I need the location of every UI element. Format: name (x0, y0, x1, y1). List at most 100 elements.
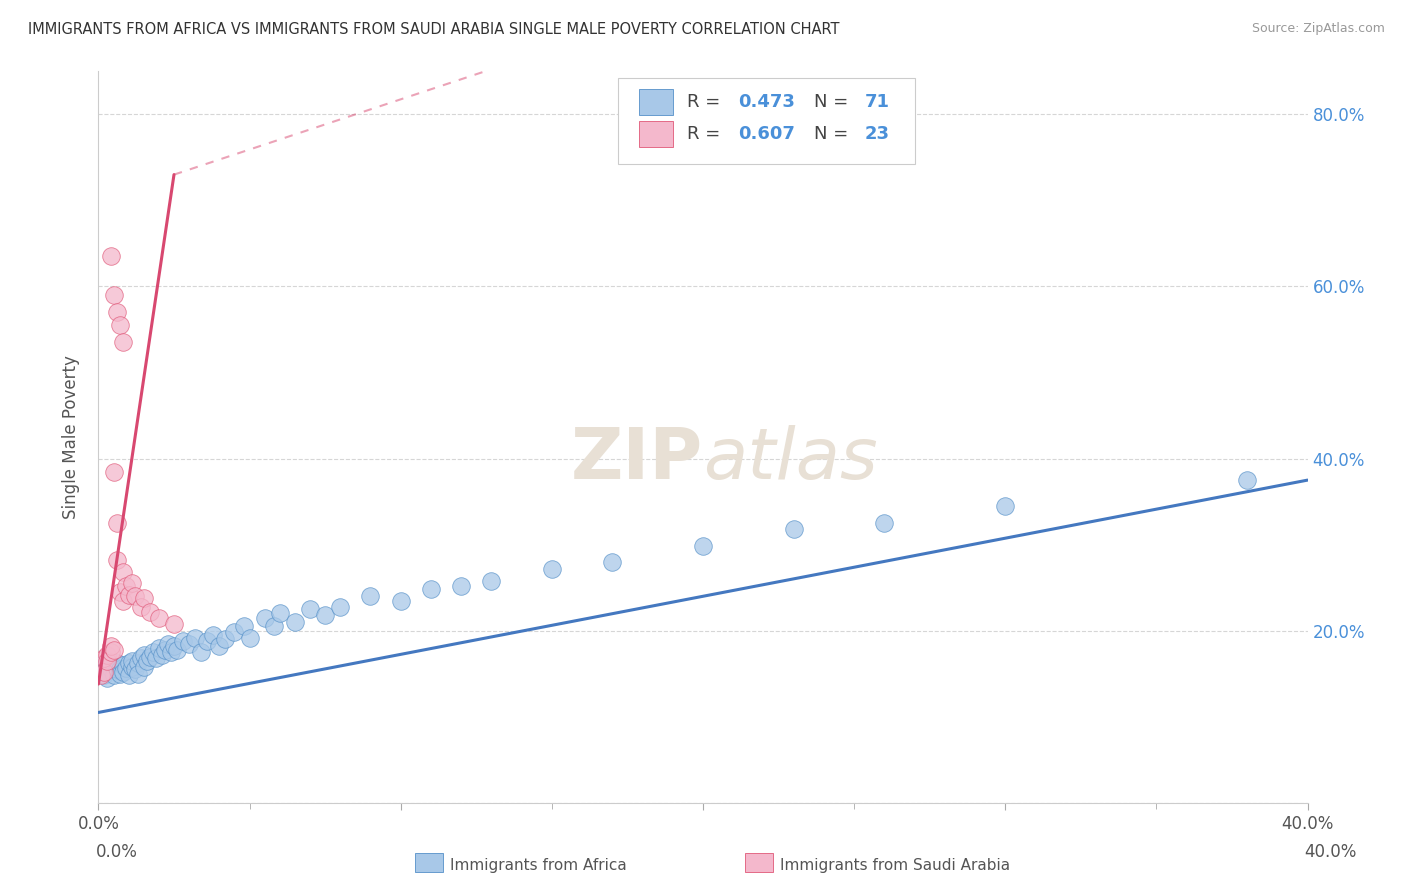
Point (108, 318, 131, 333)
Point (253, 611, 276, 625)
Point (129, 651, 152, 665)
Text: 0.473: 0.473 (738, 93, 794, 112)
Text: Immigrants from Saudi Arabia: Immigrants from Saudi Arabia (780, 858, 1011, 872)
Point (145, 651, 167, 665)
Point (103, 642, 125, 657)
Point (148, 640, 170, 655)
Point (90, 662, 112, 676)
Text: Source: ZipAtlas.com: Source: ZipAtlas.com (1251, 22, 1385, 36)
Point (184, 631, 207, 645)
Point (132, 591, 155, 605)
Point (540, 562, 562, 576)
Point (100, 662, 122, 676)
Point (108, 585, 131, 599)
Point (93, 665, 115, 679)
Point (163, 616, 186, 631)
Text: 23: 23 (865, 125, 890, 144)
Point (481, 574, 503, 588)
Text: 71: 71 (865, 93, 890, 112)
Point (100, 249, 122, 263)
Point (108, 666, 131, 681)
Point (602, 555, 624, 569)
Point (118, 588, 141, 602)
Point (100, 658, 122, 673)
Point (103, 288, 125, 302)
Point (121, 660, 143, 674)
Point (153, 642, 176, 657)
Point (195, 634, 218, 648)
FancyBboxPatch shape (619, 78, 915, 164)
Point (105, 305, 128, 319)
Point (103, 465, 125, 479)
Point (1236, 473, 1258, 487)
Point (450, 579, 472, 593)
Point (132, 660, 155, 674)
Point (329, 599, 352, 614)
Point (420, 582, 443, 597)
Point (263, 619, 285, 633)
Point (96, 654, 118, 668)
Point (214, 632, 236, 647)
FancyBboxPatch shape (638, 89, 673, 115)
Point (114, 661, 136, 675)
Point (314, 608, 336, 623)
Text: IMMIGRANTS FROM AFRICA VS IMMIGRANTS FROM SAUDI ARABIA SINGLE MALE POVERTY CORRE: IMMIGRANTS FROM AFRICA VS IMMIGRANTS FRO… (28, 22, 839, 37)
Text: N =: N = (814, 93, 855, 112)
Point (994, 499, 1017, 513)
Point (129, 599, 152, 614)
Point (224, 625, 246, 640)
Point (172, 634, 194, 648)
Point (114, 579, 136, 593)
Point (105, 657, 128, 671)
Point (90, 668, 112, 682)
Text: ZIP: ZIP (571, 425, 703, 493)
Point (118, 657, 141, 671)
Point (142, 645, 165, 659)
Y-axis label: Single Male Poverty: Single Male Poverty (62, 355, 80, 519)
Point (156, 637, 179, 651)
Text: Immigrants from Africa: Immigrants from Africa (450, 858, 627, 872)
Text: R =: R = (688, 93, 727, 112)
Point (96, 657, 118, 671)
Text: 0.0%: 0.0% (96, 843, 138, 861)
Point (139, 605, 162, 619)
Point (232, 619, 254, 633)
Point (124, 662, 146, 676)
Point (93, 668, 115, 682)
Point (93, 651, 115, 665)
Point (103, 668, 125, 682)
Point (124, 589, 146, 603)
Point (208, 639, 231, 653)
Point (160, 645, 183, 659)
Point (284, 615, 307, 629)
Point (166, 642, 188, 657)
Point (111, 593, 134, 607)
Point (190, 645, 212, 659)
Point (108, 662, 131, 676)
Point (127, 657, 149, 671)
Point (118, 668, 141, 682)
Point (127, 666, 149, 681)
Point (105, 516, 128, 530)
Point (692, 540, 714, 554)
Point (111, 665, 134, 679)
Point (100, 645, 122, 659)
Point (202, 628, 225, 642)
Point (90, 658, 112, 673)
Point (389, 593, 412, 607)
Text: atlas: atlas (703, 425, 877, 493)
Point (239, 631, 262, 645)
Point (132, 648, 155, 662)
Point (179, 637, 201, 651)
Point (93, 660, 115, 674)
Point (96, 662, 118, 676)
Text: N =: N = (814, 125, 855, 144)
Point (105, 662, 128, 676)
Point (163, 639, 186, 653)
Point (121, 576, 143, 591)
Point (360, 589, 382, 603)
Point (299, 602, 322, 616)
Point (111, 658, 134, 673)
Point (90, 666, 112, 681)
FancyBboxPatch shape (638, 121, 673, 147)
